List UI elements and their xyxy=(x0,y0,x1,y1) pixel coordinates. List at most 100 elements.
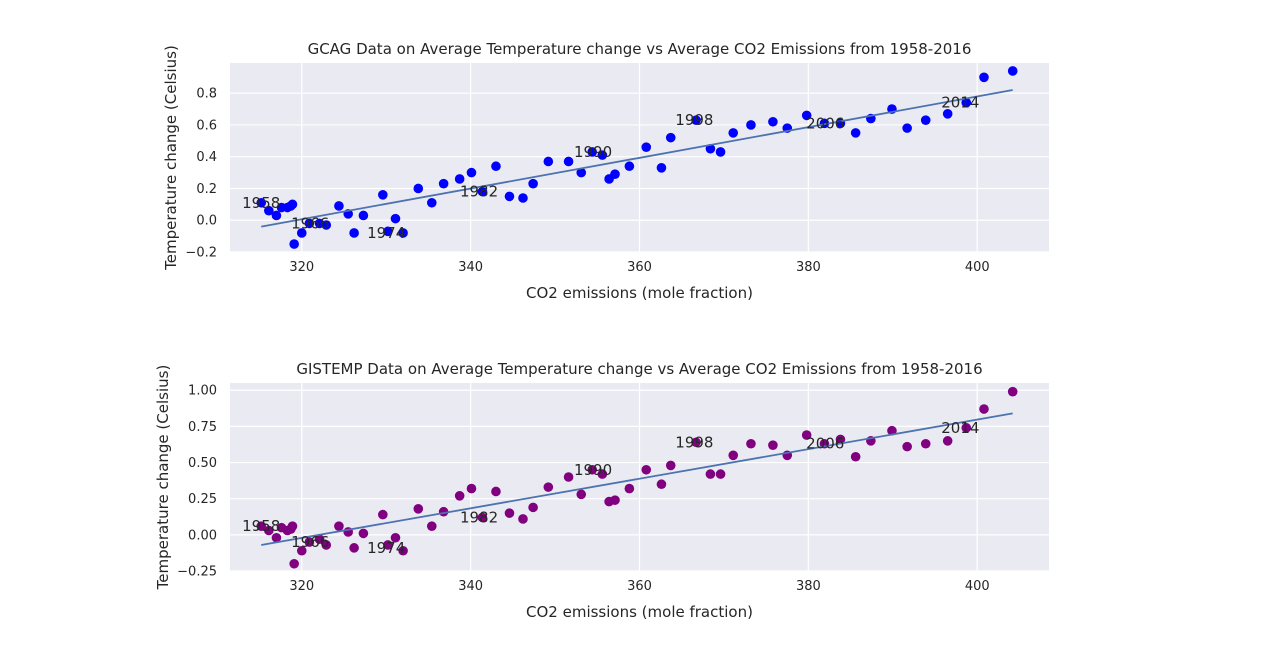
data-point xyxy=(466,167,477,178)
year-annotation: 1998 xyxy=(675,433,713,451)
data-point xyxy=(504,191,515,202)
trend-line xyxy=(261,89,1013,228)
data-point xyxy=(768,116,778,127)
data-point xyxy=(563,472,574,482)
data-point xyxy=(349,228,359,238)
data-point xyxy=(426,197,437,208)
data-point xyxy=(413,504,424,514)
data-point xyxy=(610,169,620,179)
data-point xyxy=(887,425,897,436)
data-point xyxy=(728,450,739,461)
data-point xyxy=(543,482,554,492)
data-point xyxy=(641,142,652,152)
data-point xyxy=(624,483,635,494)
data-point xyxy=(454,174,465,184)
x-tick-label: 360 xyxy=(627,260,652,275)
data-point xyxy=(705,469,716,479)
data-point xyxy=(358,528,369,539)
data-point xyxy=(477,186,488,197)
year-annotation: 1990 xyxy=(574,143,612,161)
data-point xyxy=(920,438,931,449)
data-point xyxy=(349,543,359,553)
year-annotation: 1982 xyxy=(460,508,498,526)
y-tick-label: 1.00 xyxy=(188,384,217,399)
data-point xyxy=(850,128,861,138)
data-point xyxy=(543,156,554,167)
x-tick-label: 400 xyxy=(965,260,990,275)
data-point xyxy=(801,430,812,440)
data-point xyxy=(961,423,972,433)
data-point xyxy=(942,436,953,446)
data-point xyxy=(304,537,315,547)
data-point xyxy=(271,532,282,543)
data-point xyxy=(264,525,274,536)
data-point xyxy=(715,469,726,479)
data-point xyxy=(597,150,608,160)
data-point xyxy=(1007,66,1018,76)
data-point xyxy=(398,228,408,238)
data-point xyxy=(656,163,667,173)
y-tick-label: 0.50 xyxy=(188,456,217,471)
year-annotation: 1974 xyxy=(367,539,405,557)
x-tick-label: 380 xyxy=(796,260,821,275)
y-tick-label: 0.25 xyxy=(188,492,217,507)
y-tick-label: 0.00 xyxy=(188,528,217,543)
data-point xyxy=(715,147,726,157)
data-point xyxy=(728,128,739,138)
x-tick-label: 340 xyxy=(458,579,483,594)
data-point xyxy=(768,440,778,450)
year-annotation: 1958 xyxy=(242,517,280,535)
data-point xyxy=(454,491,465,501)
x-tick-label: 340 xyxy=(458,260,483,275)
data-point xyxy=(296,228,307,238)
data-point xyxy=(979,72,989,83)
chart-2: 320 340 360 380 400 −0.25 0.00 0.25 0.50 0.75 1.00… xyxy=(154,360,1049,621)
data-point xyxy=(358,210,369,221)
year-annotation: 1998 xyxy=(675,111,713,129)
data-point xyxy=(287,199,298,210)
x-tick-label: 320 xyxy=(289,579,314,594)
y-tick-label: 0.75 xyxy=(188,420,217,435)
data-point xyxy=(271,210,282,221)
data-point xyxy=(296,545,307,556)
data-point xyxy=(528,502,538,513)
data-point xyxy=(920,115,931,125)
data-point xyxy=(390,213,401,224)
y-tick-label: 0.8 xyxy=(196,87,217,102)
year-annotation: 1990 xyxy=(574,461,612,479)
year-annotation: 2014 xyxy=(941,94,979,112)
data-point xyxy=(665,132,676,143)
data-point xyxy=(961,97,972,108)
data-point xyxy=(321,540,332,550)
y-tick-label: 0.0 xyxy=(196,214,217,229)
data-point xyxy=(477,512,488,523)
data-point xyxy=(656,479,667,490)
data-point xyxy=(942,109,953,119)
data-point xyxy=(289,558,299,569)
x-axis-label: CO2 emissions (mole fraction) xyxy=(526,603,753,621)
x-tick-label: 380 xyxy=(796,579,821,594)
x-tick-label: 360 xyxy=(627,579,652,594)
data-point xyxy=(491,161,501,172)
data-point xyxy=(383,540,393,550)
data-point xyxy=(902,123,912,133)
data-point xyxy=(1007,386,1018,397)
data-point xyxy=(835,434,846,445)
data-point xyxy=(304,218,315,229)
data-point xyxy=(390,532,401,543)
y-axis-label: Temperature change (Celsius) xyxy=(154,365,172,591)
y-axis-label: Temperature change (Celsius) xyxy=(162,45,180,271)
data-point xyxy=(576,167,587,178)
data-point xyxy=(264,205,274,216)
data-point xyxy=(746,120,756,130)
data-point xyxy=(705,143,716,154)
data-point xyxy=(587,464,598,475)
trend-line xyxy=(261,412,1013,546)
data-point xyxy=(665,460,676,471)
year-annotation: 1982 xyxy=(460,183,498,201)
data-point xyxy=(438,178,449,189)
y-tick-label: −0.2 xyxy=(185,246,217,261)
data-point xyxy=(256,521,267,531)
data-point xyxy=(491,486,501,497)
